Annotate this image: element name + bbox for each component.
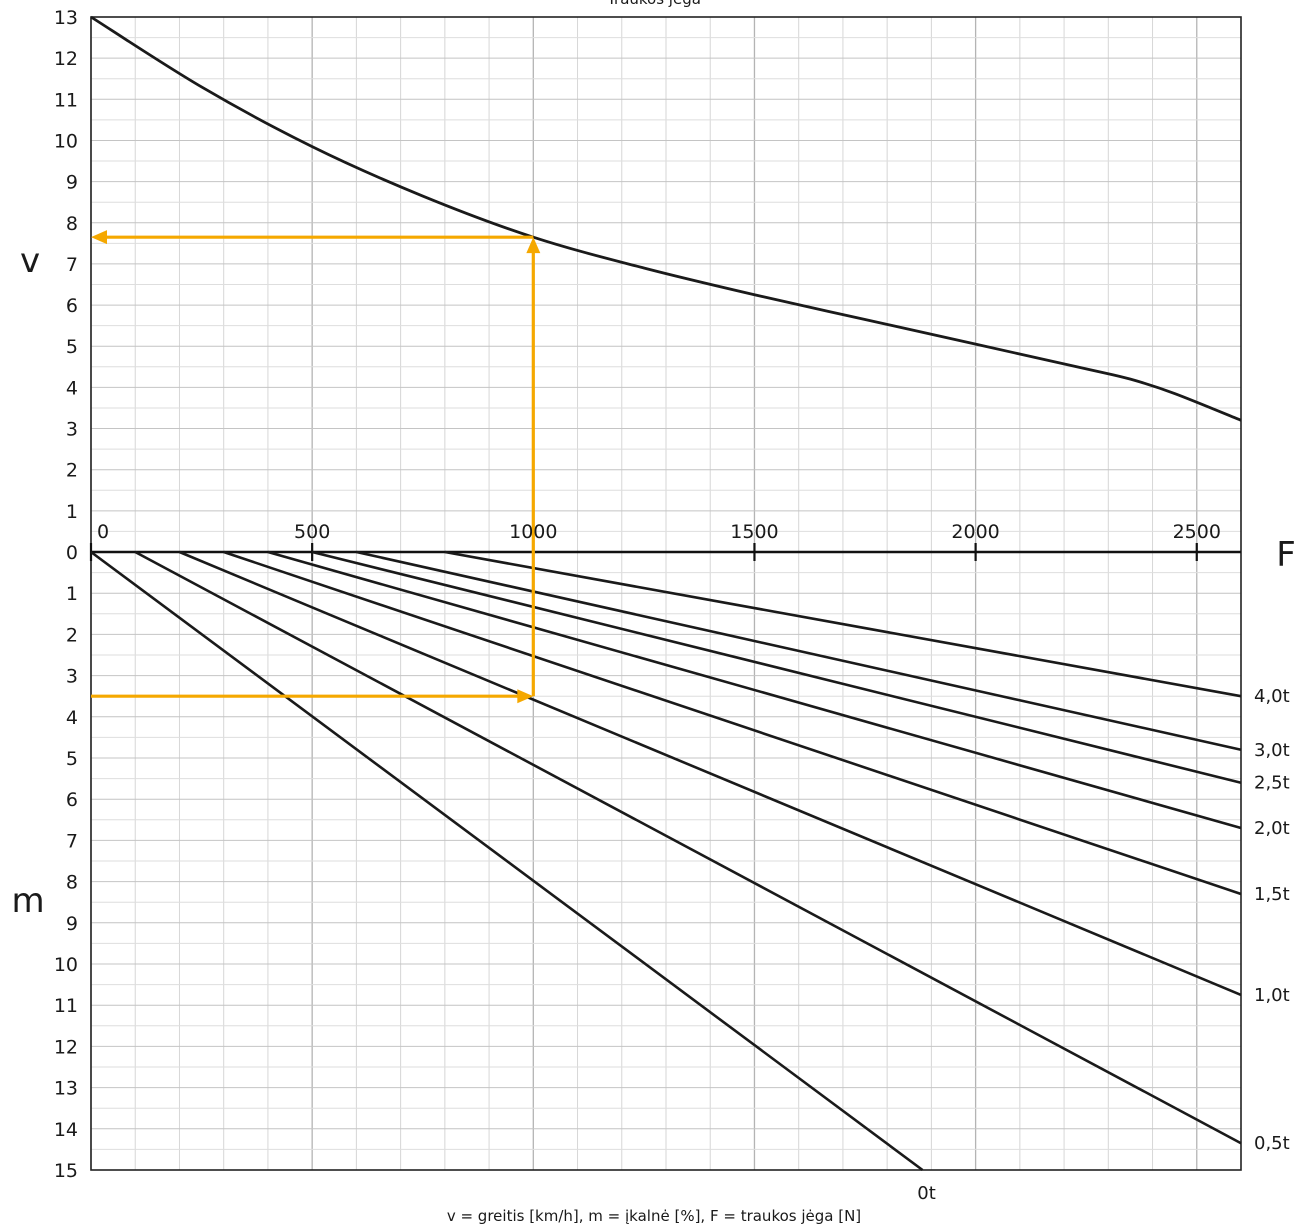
load-line-label: 2,5t xyxy=(1254,773,1290,794)
m-tick-label: 13 xyxy=(54,1078,78,1100)
load-line-label: 0,5t xyxy=(1254,1133,1290,1154)
m-tick-label: 9 xyxy=(66,913,78,935)
x-tick-label: 1000 xyxy=(509,521,557,543)
v-tick-label: 12 xyxy=(54,48,78,70)
m-tick-label: 6 xyxy=(66,789,78,811)
load-line-label: 2,0t xyxy=(1254,818,1290,839)
m-tick-label: 8 xyxy=(66,872,78,894)
v-tick-label: 5 xyxy=(66,336,78,358)
v-tick-label: 11 xyxy=(54,89,78,111)
v-tick-label: 2 xyxy=(66,460,78,482)
load-lines xyxy=(90,550,1242,1172)
example-arrowhead-f xyxy=(526,237,541,254)
v-tick-label: 9 xyxy=(66,172,78,194)
v-tick-label: 13 xyxy=(54,7,78,29)
speed-curve xyxy=(90,15,1242,422)
labels: 0 500 1000 1500 2000 250001234567891011121312… xyxy=(11,0,1295,1225)
v-tick-label: 0 xyxy=(66,542,78,564)
x-tick-label: 500 xyxy=(294,521,330,543)
plot-frame xyxy=(90,16,1242,1171)
v-tick-label: 1 xyxy=(66,501,78,523)
load-line xyxy=(444,550,1242,698)
m-tick-label: 15 xyxy=(54,1160,78,1182)
grid xyxy=(90,16,1242,1171)
load-line xyxy=(356,550,1242,752)
example-arrowhead-m xyxy=(517,689,534,704)
example-arrowhead-v xyxy=(91,230,107,245)
m-tick-label: 1 xyxy=(66,583,78,605)
load-line-label: 1,0t xyxy=(1254,985,1290,1006)
chart-caption: v = greitis [km/h], m = įkalnė [%], F = … xyxy=(447,1207,861,1225)
chart-title: Traukos jėga xyxy=(606,0,701,8)
load-line-label: 3,0t xyxy=(1254,740,1290,761)
load-line xyxy=(134,550,1242,1145)
v-tick-label: 10 xyxy=(54,130,78,152)
load-line xyxy=(267,550,1242,830)
x-tick-label: 2000 xyxy=(951,521,999,543)
x-tick-label: 0 xyxy=(97,521,109,543)
load-line xyxy=(90,550,924,1172)
speed-curve-group xyxy=(90,15,1242,422)
load-line xyxy=(223,550,1242,896)
v-tick-label: 4 xyxy=(66,377,78,399)
v-tick-label: 8 xyxy=(66,213,78,235)
load-line xyxy=(178,550,1242,997)
v-axis-label: v xyxy=(20,241,40,281)
m-axis-label: m xyxy=(11,881,44,921)
m-tick-label: 12 xyxy=(54,1036,78,1058)
v-tick-label: 3 xyxy=(66,419,78,441)
f-axis-label: F xyxy=(1276,535,1296,575)
v-tick-label: 7 xyxy=(66,254,78,276)
load-line-label: 1,5t xyxy=(1254,884,1290,905)
v-tick-label: 6 xyxy=(66,295,78,317)
m-tick-label: 5 xyxy=(66,748,78,770)
m-tick-label: 10 xyxy=(54,954,78,976)
example-path xyxy=(91,230,541,704)
x-tick-label: 1500 xyxy=(730,521,778,543)
m-tick-label: 14 xyxy=(54,1119,78,1141)
m-tick-label: 4 xyxy=(66,707,78,729)
m-tick-label: 11 xyxy=(54,995,78,1017)
m-tick-label: 7 xyxy=(66,830,78,852)
m-tick-label: 3 xyxy=(66,666,78,688)
load-line-label: 4,0t xyxy=(1254,686,1290,707)
m-tick-label: 2 xyxy=(66,624,78,646)
load-line xyxy=(311,550,1242,784)
load-line-label: 0t xyxy=(917,1183,936,1204)
x-tick-label: 2500 xyxy=(1173,521,1221,543)
